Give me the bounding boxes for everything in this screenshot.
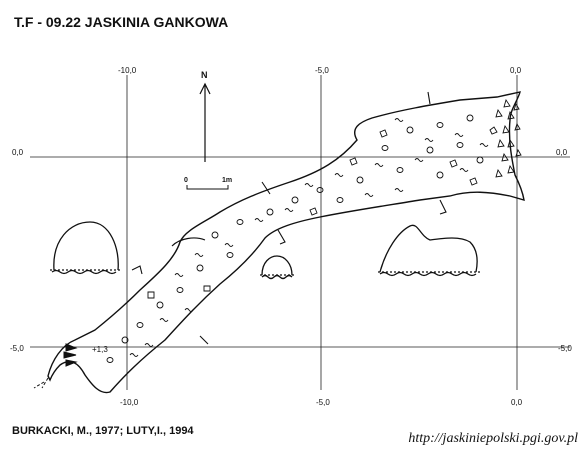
top-label-minus10: -10,0 [118, 66, 137, 75]
entrance-marks [33, 343, 78, 389]
north-label: N [201, 70, 208, 80]
left-label-minus5: -5,0 [10, 344, 24, 353]
debris-shapes [106, 114, 498, 363]
north-arrow: N [199, 70, 211, 162]
left-label-0: 0,0 [12, 148, 24, 157]
cave-outline [47, 91, 525, 394]
cross-section-middle [260, 255, 296, 280]
right-label-minus5: -5,0 [558, 344, 572, 353]
scale-end-label: 1m [222, 177, 232, 184]
grid-lines [30, 75, 570, 390]
top-label-minus5: -5,0 [315, 66, 329, 75]
right-label-0: 0,0 [556, 148, 568, 157]
map-title: T.F - 09.22 JASKINIA GANKOWA [14, 14, 229, 30]
bottom-label-0: 0,0 [511, 398, 523, 407]
bottom-label-minus5: -5,0 [316, 398, 330, 407]
source-url[interactable]: http://jaskiniepolski.pgi.gov.pl [408, 431, 578, 446]
section-markers [131, 91, 447, 345]
author-credit: BURKACKI, M., 1977; LUTY,I., 1994 [12, 425, 194, 437]
rubble-marks [495, 98, 522, 178]
bottom-label-minus10: -10,0 [120, 398, 139, 407]
top-label-0: 0,0 [510, 66, 522, 75]
scale-start-label: 0 [184, 177, 188, 184]
passage-notch [171, 237, 206, 247]
cross-section-left [50, 221, 122, 275]
scale-bar: 0 1m [184, 177, 232, 190]
cross-section-right [378, 224, 480, 277]
clay-marks [129, 118, 489, 357]
depth-marker: +1,3 [92, 345, 108, 354]
